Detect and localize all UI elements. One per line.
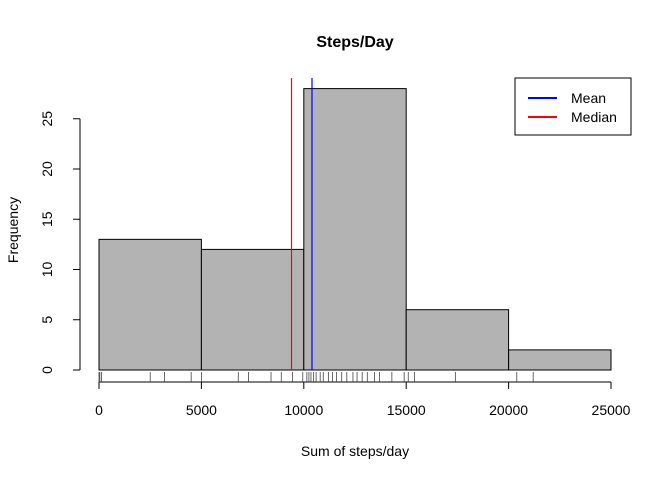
reference-lines bbox=[290, 78, 313, 370]
y-tick-label: 20 bbox=[39, 161, 55, 177]
x-tick-label: 0 bbox=[95, 402, 103, 418]
y-axis-label: Frequency bbox=[5, 197, 21, 263]
legend: Mean Median bbox=[514, 77, 632, 136]
y-tick-label: 5 bbox=[39, 316, 55, 324]
x-tick-label: 20000 bbox=[489, 402, 528, 418]
y-axis: 0 5 10 15 20 25 bbox=[39, 111, 81, 374]
rug-marks bbox=[98, 372, 534, 382]
y-tick-label: 0 bbox=[39, 366, 55, 374]
y-tick-label: 25 bbox=[39, 111, 55, 127]
x-tick-label: 15000 bbox=[387, 402, 426, 418]
x-tick-label: 25000 bbox=[592, 402, 631, 418]
x-axis-label: Sum of steps/day bbox=[301, 443, 409, 459]
histogram-bar bbox=[200, 248, 305, 371]
histogram-bars bbox=[98, 88, 612, 371]
chart-title: Steps/Day bbox=[316, 34, 393, 51]
x-axis: 0 5000 10000 15000 20000 25000 bbox=[95, 381, 631, 418]
legend-box bbox=[514, 77, 632, 136]
x-tick-label: 5000 bbox=[186, 402, 217, 418]
x-tick-label: 10000 bbox=[284, 402, 323, 418]
histogram-bar bbox=[98, 238, 202, 371]
y-tick-label: 15 bbox=[39, 211, 55, 227]
y-tick-label: 10 bbox=[39, 262, 55, 278]
legend-label-median: Median bbox=[571, 109, 617, 125]
histogram-bar bbox=[303, 88, 407, 371]
legend-label-mean: Mean bbox=[571, 90, 606, 106]
histogram-bar bbox=[405, 309, 510, 371]
histogram-bar bbox=[508, 349, 612, 371]
